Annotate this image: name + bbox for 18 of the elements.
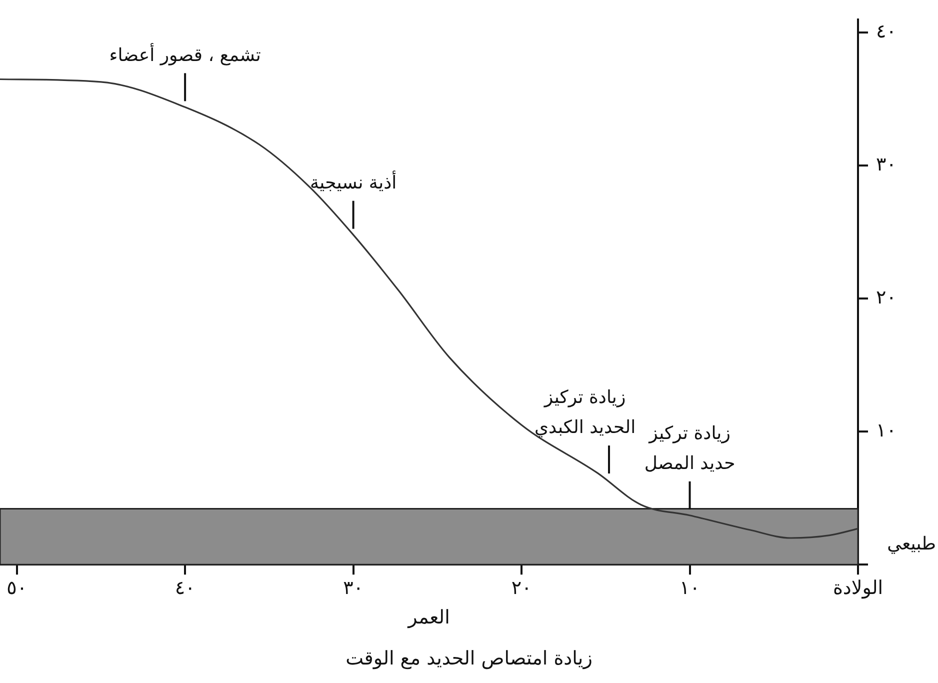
y-tick-label: ٢٠ <box>876 286 896 309</box>
line-series <box>0 78 858 539</box>
y-tick-label: ٤٠ <box>876 20 896 43</box>
annotation: زيادة تركيز الحديد الكبدي <box>534 387 636 438</box>
annotation: زيادة تركيز حديد المصل <box>644 423 736 474</box>
x-tick-label: ٤٠ <box>174 576 196 599</box>
band-label: طبيعي <box>887 533 936 554</box>
text: زيادة امتصاص الحديد مع الوقت <box>346 648 592 670</box>
annotation: أذية نسيجية <box>310 170 397 194</box>
x-tick-label: ٢٠ <box>511 576 532 599</box>
x-tick-label: ١٠ <box>680 576 700 599</box>
y-tick-label: ١٠ <box>876 420 896 442</box>
y-tick-label: ٣٠ <box>876 154 896 176</box>
x-axis-title: العمر <box>407 606 450 629</box>
x-tick-label: ٣٠ <box>343 576 364 599</box>
x-tick-label: الولادة <box>832 576 884 599</box>
x-tick-label: ٥٠ <box>6 576 28 599</box>
annotation: تشمع ، قصور أعضاء <box>109 42 261 66</box>
